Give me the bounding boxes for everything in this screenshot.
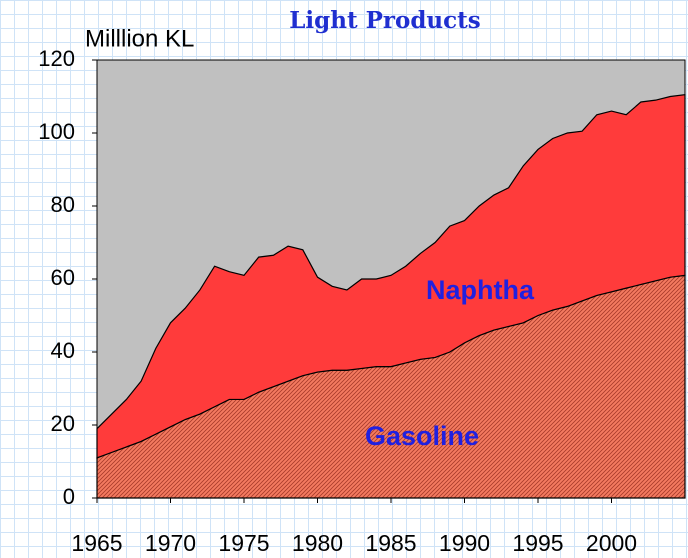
x-tick-label: 1990 <box>439 530 490 556</box>
legend-label: Naphtha <box>426 275 535 305</box>
area <box>96 93 686 459</box>
x-tick-label: 1995 <box>512 530 563 556</box>
x-tick-label: 1975 <box>218 530 269 556</box>
y-tick-label: 60 <box>51 265 75 290</box>
x-tick-label: 1985 <box>365 530 416 556</box>
x-tick-label: 1970 <box>145 530 196 556</box>
y-tick-label: 20 <box>51 411 75 436</box>
legend-label: Gasoline <box>365 421 479 451</box>
x-tick-label: 2000 <box>586 530 637 556</box>
y-axis-label: Milllion KL <box>85 25 194 52</box>
y-tick-label: 80 <box>51 192 75 217</box>
chart-title: Light Products <box>289 7 480 34</box>
y-tick-label: 120 <box>38 46 75 71</box>
x-tick-label: 1980 <box>292 530 343 556</box>
y-tick-label: 100 <box>38 119 75 144</box>
x-tick-label: 1965 <box>71 530 122 556</box>
y-tick-label: 0 <box>63 484 75 509</box>
y-tick-label: 40 <box>51 338 75 363</box>
